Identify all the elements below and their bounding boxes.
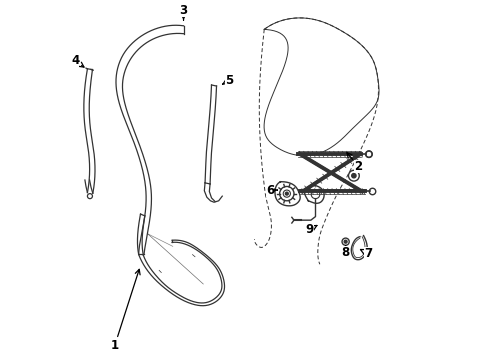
Text: 3: 3: [179, 4, 187, 20]
Text: 9: 9: [305, 223, 316, 236]
Text: 8: 8: [341, 246, 349, 259]
Text: 5: 5: [222, 74, 233, 87]
Circle shape: [351, 174, 355, 178]
Text: 1: 1: [110, 269, 140, 352]
Text: 7: 7: [360, 247, 371, 260]
Text: 2: 2: [346, 153, 362, 173]
Circle shape: [285, 192, 287, 195]
Circle shape: [344, 240, 346, 243]
Text: 4: 4: [71, 54, 84, 67]
Text: 6: 6: [265, 184, 277, 197]
